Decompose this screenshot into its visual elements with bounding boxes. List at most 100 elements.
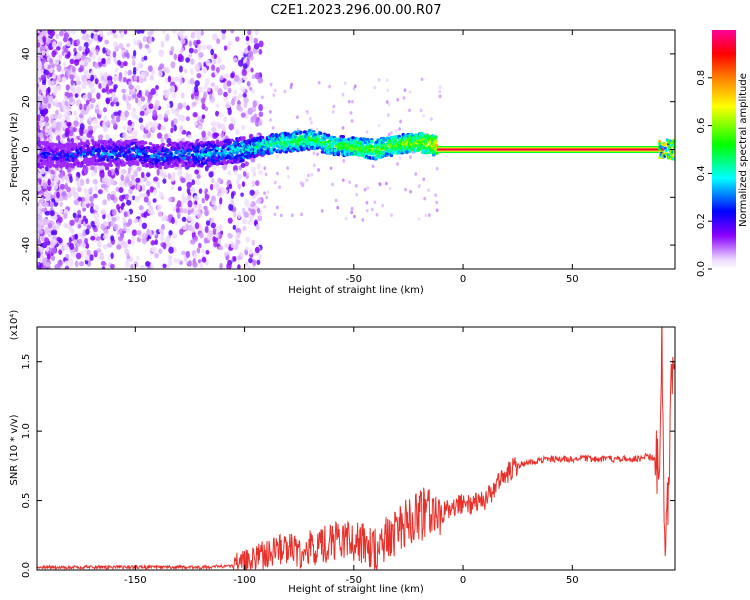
spectrogram-cell (434, 193, 438, 197)
y-tick-label: 1.0 (21, 423, 32, 439)
spectrogram-cell (133, 138, 138, 142)
spectrogram-cell (222, 163, 228, 171)
spectrogram-cell (241, 181, 246, 188)
spectrogram-cell (147, 65, 153, 72)
spectrogram-cell (142, 156, 147, 160)
spectrogram-cell (349, 111, 353, 115)
spectrogram-cell (122, 226, 127, 232)
spectrogram-cell (275, 205, 279, 210)
spectrogram-cell (212, 58, 217, 65)
spectrogram-cell (266, 190, 270, 194)
spectrogram-cell (127, 167, 132, 175)
x-tick-label: 50 (566, 274, 579, 285)
spectrogram-cell (138, 42, 143, 50)
spectrogram-cell (113, 75, 119, 81)
spectrogram-cell (182, 225, 187, 231)
spectrogram-cell (61, 190, 67, 197)
spectrogram-cell (99, 172, 105, 179)
spectrogram-cell (230, 191, 235, 199)
spectrogram-cell (58, 249, 63, 255)
spectrogram-cell (260, 135, 265, 140)
spectrogram-cell (384, 181, 388, 186)
spectrogram-cell (143, 211, 148, 219)
spectrogram-cell (265, 195, 269, 200)
spectrogram-cell (146, 180, 152, 187)
spectrogram-cell (435, 200, 439, 205)
spectrogram-cell (175, 258, 181, 264)
spectrogram-cell (330, 144, 335, 148)
spectrogram-cell (217, 188, 222, 194)
spectrogram-cell (377, 78, 381, 82)
spectrogram-cell (251, 74, 256, 80)
spectrogram-cell (148, 142, 153, 146)
spectrogram-cell (187, 134, 193, 140)
spectrogram-cell (56, 45, 61, 51)
spectrogram-cell (197, 96, 202, 101)
spectrogram-cell (37, 239, 42, 246)
spectrogram-cell (225, 103, 230, 109)
spectrogram-cell (102, 199, 107, 206)
spectrogram-cell (243, 47, 249, 55)
spectrogram-cell (347, 99, 351, 104)
spectrogram-cell (122, 125, 127, 131)
spectrogram-cell (81, 82, 87, 90)
spectrogram-cell (146, 131, 151, 139)
spectrogram-cell (181, 196, 188, 204)
spectrogram-cell (365, 200, 369, 205)
spectrogram-cell (408, 155, 412, 159)
spectrogram-cell (250, 166, 256, 173)
spectrogram-cell (90, 74, 95, 82)
spectrogram-cell (240, 87, 246, 93)
spectrogram-cell (209, 183, 214, 191)
spectrogram-cell (87, 92, 92, 100)
spectrogram-cell (75, 80, 82, 86)
y-tick-label: 20 (21, 95, 32, 108)
spectrogram-cell (341, 126, 345, 130)
spectrogram-cell (192, 204, 198, 209)
spectrogram-cell (138, 117, 144, 124)
spectrogram-cell (224, 243, 230, 248)
spectrogram-cell (107, 212, 112, 220)
spectrogram-cell (38, 178, 42, 184)
spectrogram-cell (81, 74, 86, 83)
spectrogram-cell (127, 144, 131, 148)
spectrogram-cell (72, 66, 76, 73)
spectrogram-cell (247, 220, 252, 225)
spectrogram-cell (116, 244, 122, 250)
spectrogram-cell (189, 77, 195, 85)
spectrogram-cell (250, 157, 256, 163)
spectrogram-cell (63, 32, 69, 39)
spectrogram-cell (381, 203, 385, 208)
spectrogram-cell (127, 119, 133, 127)
spectrogram-cell (394, 129, 398, 133)
spectrogram-cell (223, 91, 228, 98)
spectrogram-cell (258, 254, 263, 260)
spectrogram-cell (133, 261, 139, 268)
spectrogram-cell (332, 104, 336, 109)
spectrogram-cell (331, 182, 334, 187)
spectrogram-cell (160, 137, 164, 144)
spectrogram-cell (251, 239, 255, 246)
spectrogram-cell (188, 52, 193, 58)
spectrogram-cell (257, 215, 263, 222)
spectrogram-cell (126, 200, 132, 206)
spectrogram-cell (186, 105, 190, 111)
spectrogram-cell (370, 207, 374, 212)
spectrogram-cell (56, 74, 62, 82)
spectrogram-cell (200, 30, 204, 36)
spectrogram-cell (51, 41, 57, 49)
spectrogram-cell (170, 216, 175, 225)
spectrogram-cell (94, 104, 100, 110)
spectrogram-cell (219, 262, 223, 269)
spectrogram-cell (371, 164, 375, 169)
spectrogram-cell (58, 196, 63, 202)
spectrogram-y-axis-label: Frequency (Hz) (9, 112, 20, 188)
spectrogram-cell (201, 130, 206, 138)
spectrogram-cell (51, 121, 58, 129)
spectrogram-cell (197, 125, 203, 130)
spectrogram-cell (86, 249, 91, 256)
spectrogram-cell (199, 141, 204, 145)
spectrogram-cell (76, 52, 81, 60)
spectrogram-cell (424, 213, 428, 218)
spectrogram-cell (42, 257, 48, 264)
